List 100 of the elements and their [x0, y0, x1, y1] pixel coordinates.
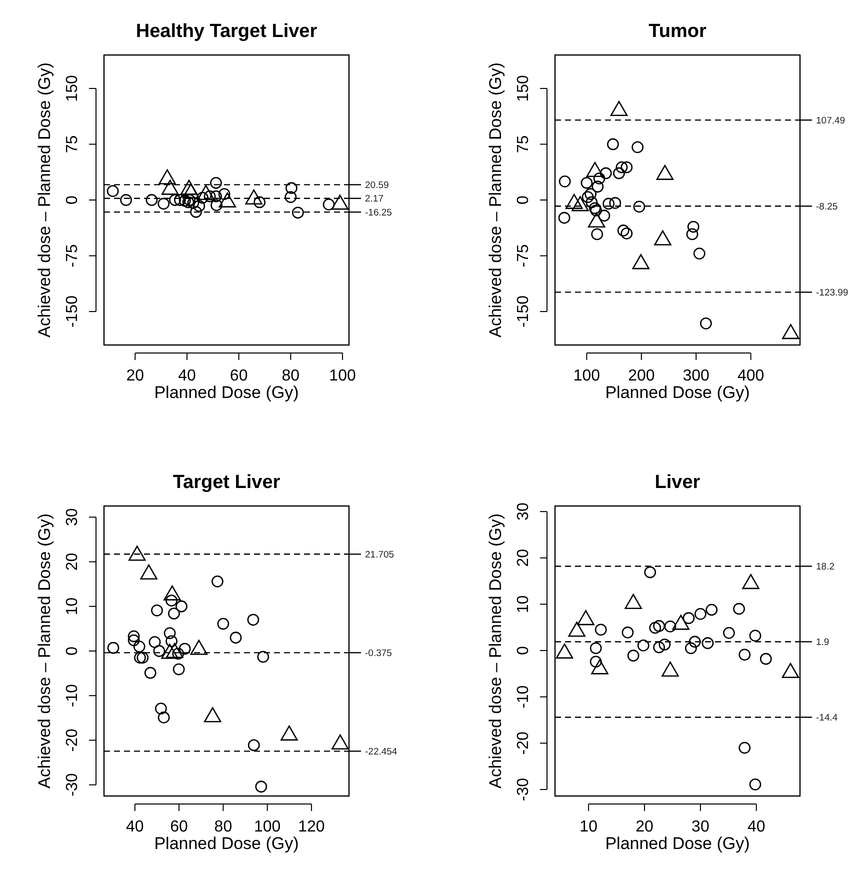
- y-tick-label: 0: [64, 195, 81, 204]
- point: [632, 141, 644, 154]
- y-tick-label: 0: [515, 646, 532, 655]
- point: [706, 604, 718, 616]
- point: [607, 138, 619, 150]
- x-tick-label: 400: [737, 368, 764, 385]
- point: [136, 652, 149, 664]
- point: [653, 620, 665, 632]
- point: [146, 194, 158, 206]
- point: [153, 645, 166, 657]
- point: [580, 176, 593, 189]
- point: [128, 630, 140, 642]
- y-tick-label: -10: [64, 684, 81, 708]
- point: [133, 640, 146, 652]
- point: [584, 188, 596, 200]
- ref-line-label: -123.99: [816, 288, 848, 299]
- ref-line-label: 21.705: [365, 549, 394, 560]
- x-tick-label: 60: [170, 818, 188, 836]
- point: [682, 612, 695, 624]
- point: [622, 626, 634, 638]
- point: [591, 228, 604, 240]
- point: [193, 200, 206, 212]
- x-axis-title: Planned Dose (Gy): [154, 383, 299, 402]
- point: [248, 739, 260, 752]
- point: [723, 626, 735, 639]
- point: [148, 636, 161, 648]
- point: [590, 642, 602, 654]
- point: [169, 194, 181, 206]
- point: [166, 635, 178, 648]
- x-tick-label: 40: [747, 818, 766, 836]
- point: [558, 175, 571, 188]
- point: [620, 228, 633, 240]
- ref-line-label: 1.9: [816, 637, 830, 648]
- x-tick-label: 100: [254, 818, 281, 836]
- point: [688, 636, 701, 648]
- point: [749, 778, 762, 790]
- point: [598, 210, 610, 222]
- point: [106, 185, 119, 198]
- y-tick-label: 0: [64, 646, 81, 656]
- point: [190, 206, 202, 218]
- point: [176, 600, 188, 612]
- x-tick-label: 60: [230, 368, 248, 385]
- point: [158, 712, 170, 724]
- x-tick-label: 100: [573, 368, 600, 385]
- y-tick-label: 150: [64, 75, 81, 102]
- y-axis-title: Achieved dose – Planned Dose (Gy): [35, 514, 54, 788]
- y-tick-label: 0: [515, 195, 532, 204]
- chart-title: Healthy Target Liver: [136, 21, 318, 42]
- y-tick-label: 10: [64, 597, 81, 616]
- point: [166, 594, 178, 607]
- point: [600, 167, 612, 180]
- point: [172, 663, 185, 676]
- y-tick-label: -30: [515, 778, 532, 802]
- chart-title: Tumor: [648, 21, 707, 42]
- y-tick-label: 10: [515, 595, 532, 614]
- point: [644, 566, 656, 578]
- point: [664, 620, 676, 632]
- y-axis-title: Achieved dose – Planned Dose (Gy): [35, 62, 54, 338]
- point: [602, 198, 615, 210]
- point: [210, 190, 222, 202]
- x-axis-title: Planned Dose (Gy): [605, 834, 750, 853]
- y-tick-label: 75: [64, 135, 81, 154]
- point: [210, 199, 222, 212]
- y-tick-label: 30: [515, 502, 532, 520]
- point: [178, 642, 191, 655]
- x-tick-label: 100: [329, 368, 356, 385]
- point: [637, 639, 650, 652]
- point: [247, 614, 260, 626]
- point: [292, 206, 304, 219]
- point: [620, 161, 633, 174]
- point: [174, 194, 186, 206]
- point: [653, 641, 665, 654]
- point: [586, 196, 598, 208]
- point: [686, 228, 698, 240]
- point: [182, 196, 194, 208]
- point: [760, 652, 772, 665]
- point: [284, 191, 297, 203]
- point: [582, 191, 594, 203]
- chart-title: Target Liver: [172, 472, 281, 493]
- ref-line-label: -0.375: [365, 648, 392, 659]
- ref-line-label: -16.25: [365, 207, 392, 218]
- x-tick-label: 30: [692, 818, 710, 836]
- ref-line-label: -14.4: [816, 712, 838, 724]
- point: [158, 198, 170, 210]
- ref-line-label: 18.2: [816, 562, 834, 573]
- point: [616, 161, 628, 174]
- ref-line-label: -8.25: [816, 201, 838, 212]
- y-tick-label: 30: [64, 508, 81, 526]
- point: [144, 666, 156, 679]
- ref-line-label: 2.17: [365, 194, 384, 205]
- point: [749, 630, 762, 642]
- point: [687, 220, 700, 233]
- point: [702, 637, 714, 650]
- point: [684, 642, 697, 654]
- point: [151, 604, 163, 616]
- x-axis-title: Planned Dose (Gy): [605, 383, 750, 402]
- point: [592, 180, 604, 193]
- x-tick-label: 300: [682, 368, 710, 385]
- ref-line-label: 20.59: [365, 180, 389, 192]
- point: [609, 197, 622, 209]
